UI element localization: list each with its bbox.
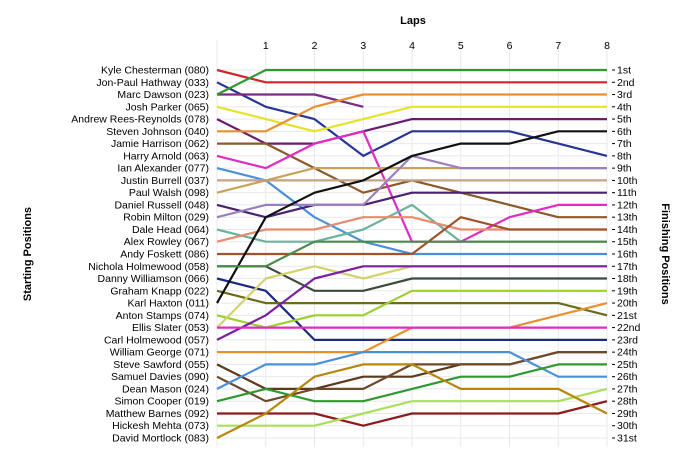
starting-driver-label: Jamie Harrison (062): [111, 138, 209, 150]
starting-driver-label: Steven Johnson (040): [106, 126, 209, 138]
x-tick-labels: 1 2 3 4 5 6 7 8: [263, 40, 610, 52]
finishing-position-label: 30th: [617, 420, 638, 432]
driver-position-line: [216, 191, 607, 219]
lap-tick-label: 5: [458, 40, 464, 52]
driver-position-line: [216, 363, 608, 439]
starting-driver-label: Anton Stamps (074): [116, 310, 209, 322]
starting-driver-label: Daniel Russell (048): [114, 199, 209, 211]
starting-driver-label: Danny Williamson (066): [98, 273, 209, 285]
driver-position-line: [217, 216, 607, 256]
finishing-position-label: 7th: [617, 138, 632, 150]
finishing-position-label: 11th: [617, 187, 637, 199]
finishing-position-label: 15th: [617, 236, 638, 248]
starting-driver-label: Simon Cooper (019): [114, 396, 209, 408]
starting-driver-label: Robin Milton (029): [123, 212, 209, 224]
driver-position-line: [216, 117, 607, 145]
starting-driver-label: Ellis Slater (053): [132, 322, 209, 334]
finishing-position-label: 17th: [617, 261, 638, 273]
starting-driver-label: Andrew Rees-Reynolds (078): [71, 114, 209, 126]
lap-tick-label: 3: [360, 40, 366, 52]
driver-position-line: [216, 363, 607, 403]
finishing-position-label: 12th: [617, 199, 638, 211]
finishing-position-label: 8th: [617, 150, 632, 162]
starting-driver-label: David Mortlock (083): [112, 433, 209, 445]
finishing-position-labels: 1st2nd3rd4th5th6th7th8th9th10th11th12th1…: [612, 65, 641, 445]
driver-position-line: [217, 93, 607, 133]
starting-driver-label: Paul Walsh (098): [129, 187, 209, 199]
left-axis-label: Starting Positions: [22, 207, 34, 301]
starting-driver-label: Graham Knapp (022): [110, 285, 209, 297]
starting-driver-label: Jon-Paul Hathway (033): [96, 77, 209, 89]
starting-driver-label: Samuel Davies (090): [111, 371, 209, 383]
driver-position-line: [217, 400, 608, 427]
finishing-position-label: 14th: [617, 224, 638, 236]
driver-position-line: [216, 68, 607, 96]
starting-driver-label: Matthew Barnes (092): [106, 408, 209, 420]
series-lines: [216, 68, 608, 439]
finishing-position-label: 23rd: [617, 334, 638, 346]
finishing-position-label: 19th: [617, 285, 638, 297]
driver-position-line: [216, 81, 608, 157]
driver-position-line: [216, 265, 607, 341]
finishing-position-label: 28th: [617, 396, 638, 408]
finishing-position-label: 22nd: [617, 322, 641, 334]
finishing-position-label: 29th: [617, 408, 638, 420]
driver-position-line: [216, 289, 607, 329]
finishing-position-label: 6th: [617, 126, 632, 138]
finishing-position-label: 18th: [617, 273, 638, 285]
starting-driver-label: Josh Parker (065): [126, 101, 209, 113]
finishing-position-label: 2nd: [617, 77, 635, 89]
driver-position-line: [216, 68, 607, 84]
right-axis-label: Finishing Positions: [659, 203, 671, 304]
lap-tick-label: 8: [604, 40, 610, 52]
starting-driver-label: Dean Mason (024): [122, 383, 209, 395]
lap-tick-label: 4: [409, 40, 415, 52]
finishing-position-label: 31st: [617, 433, 637, 445]
starting-driver-label: Dale Head (064): [132, 224, 209, 236]
lap-tick-label: 2: [312, 40, 318, 52]
starting-driver-label: Justin Burrell (037): [121, 175, 209, 187]
finishing-position-label: 26th: [617, 371, 638, 383]
starting-driver-label: Alex Rowley (067): [124, 236, 209, 248]
finishing-position-label: 5th: [617, 114, 632, 126]
lap-tick-label: 6: [507, 40, 513, 52]
finishing-position-label: 10th: [617, 175, 638, 187]
finishing-position-label: 16th: [617, 249, 638, 261]
starting-driver-label: Andy Foskett (086): [120, 249, 209, 261]
lap-tick-label: 1: [263, 40, 269, 52]
starting-driver-label: Carl Holmewood (057): [104, 334, 209, 346]
starting-driver-label: Hickesh Mehta (073): [112, 420, 209, 432]
starting-driver-label: Karl Haxton (011): [127, 298, 209, 310]
finishing-position-label: 24th: [617, 347, 638, 359]
driver-position-line: [217, 387, 608, 427]
chart-title: Laps: [400, 15, 426, 27]
starting-driver-label: Kyle Chesterman (080): [101, 65, 209, 77]
driver-position-line: [217, 240, 607, 268]
finishing-position-label: 21st: [617, 310, 637, 322]
driver-position-line: [216, 277, 607, 341]
starting-driver-label: Steve Sawford (055): [113, 359, 209, 371]
driver-position-line: [216, 130, 607, 304]
starting-position-labels: Kyle Chesterman (080)Jon-Paul Hathway (0…: [71, 65, 209, 445]
finishing-position-label: 9th: [617, 163, 632, 175]
finishing-position-label: 3rd: [617, 89, 632, 101]
starting-driver-label: Ian Alexander (077): [117, 163, 209, 175]
finishing-position-label: 1st: [617, 65, 631, 77]
finishing-position-label: 25th: [617, 359, 638, 371]
finishing-position-label: 27th: [617, 383, 638, 395]
lap-tick-label: 7: [555, 40, 561, 52]
starting-driver-label: Nichola Holmewood (058): [88, 261, 209, 273]
starting-driver-label: William George (071): [110, 347, 209, 359]
starting-driver-label: Marc Dawson (023): [117, 89, 209, 101]
starting-driver-label: Harry Arnold (063): [123, 150, 209, 162]
finishing-position-label: 13th: [617, 212, 638, 224]
finishing-position-label: 20th: [617, 298, 638, 310]
finishing-position-label: 4th: [617, 101, 632, 113]
